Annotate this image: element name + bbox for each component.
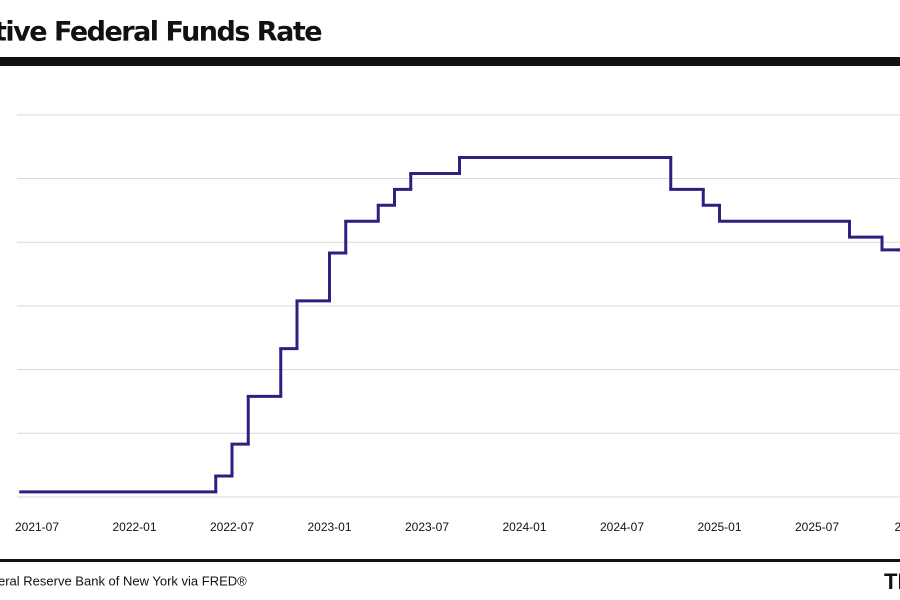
x-tick-label: 2024-01 bbox=[502, 520, 546, 534]
footer-rule bbox=[0, 559, 900, 562]
x-tick-label: 2021-07 bbox=[15, 520, 59, 534]
x-tick-label: 2024-07 bbox=[600, 520, 644, 534]
x-tick-label: 2023-07 bbox=[405, 520, 449, 534]
chart-title: tive Federal Funds Rate bbox=[0, 17, 321, 48]
source: eral Reserve Bank of New York via FRED® bbox=[0, 573, 247, 588]
x-tick-label: 2 bbox=[895, 520, 900, 534]
header-rule bbox=[0, 57, 900, 66]
x-tick-label: 2023-01 bbox=[307, 520, 351, 534]
logo: TI bbox=[884, 569, 900, 594]
x-tick-label: 2025-07 bbox=[795, 520, 839, 534]
plot: 2021-07 2022-01 2022-07 2023-01 2023-07 2024-… bbox=[15, 114, 900, 534]
x-tick-label: 2022-01 bbox=[112, 520, 156, 534]
x-tick-label: 2025-01 bbox=[697, 520, 741, 534]
x-tick-label: 2022-07 bbox=[210, 520, 254, 534]
